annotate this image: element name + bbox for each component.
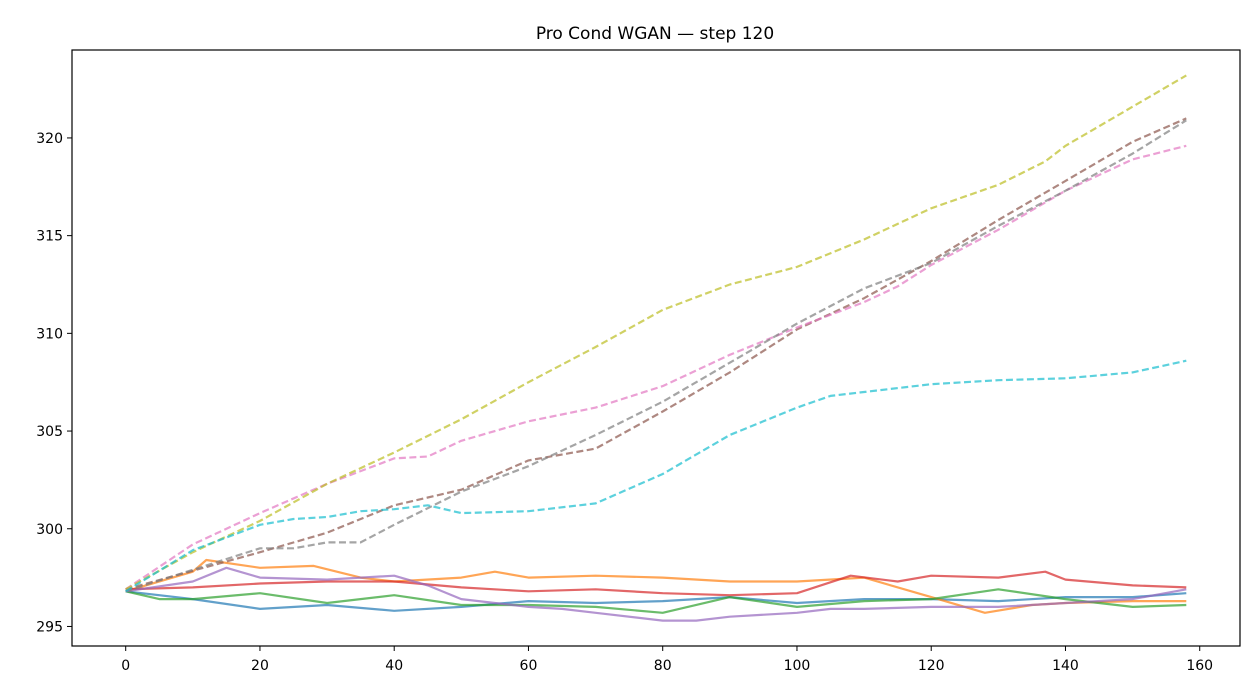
- series-line-1: [125, 590, 1187, 612]
- series-line-8: [125, 119, 1187, 593]
- y-axis: 295 300 305 310 315 320: [36, 131, 72, 635]
- x-tick-label: 100: [784, 658, 811, 674]
- plot-frame: [71, 49, 1241, 647]
- y-tick-label: 315: [36, 229, 63, 245]
- x-tick-label: 0: [121, 658, 130, 674]
- x-tick-label: 40: [385, 658, 403, 674]
- x-tick-label: 140: [1052, 658, 1079, 674]
- series-line-6: [125, 117, 1187, 591]
- x-axis: 0 20 40 60 80 100 120 140 160: [121, 646, 1213, 674]
- series-line-2: [125, 558, 1187, 614]
- x-tick-label: 20: [251, 658, 269, 674]
- plot-lines: [125, 74, 1187, 622]
- chart-title: Pro Cond WGAN — step 120: [536, 24, 774, 44]
- series-line-9: [125, 74, 1187, 591]
- series-line-3: [125, 588, 1187, 614]
- series-line-4: [125, 570, 1187, 597]
- y-tick-label: 310: [36, 326, 63, 342]
- x-tick-label: 120: [918, 658, 945, 674]
- series-line-5: [125, 566, 1187, 622]
- x-tick-label: 60: [520, 658, 538, 674]
- x-tick-label: 160: [1186, 658, 1213, 674]
- series-line-10: [125, 359, 1187, 593]
- y-tick-label: 295: [36, 619, 63, 635]
- y-tick-label: 300: [36, 522, 63, 538]
- series-line-7: [125, 144, 1187, 591]
- x-tick-label: 80: [654, 658, 672, 674]
- y-tick-label: 305: [36, 424, 63, 440]
- y-tick-label: 320: [36, 131, 63, 147]
